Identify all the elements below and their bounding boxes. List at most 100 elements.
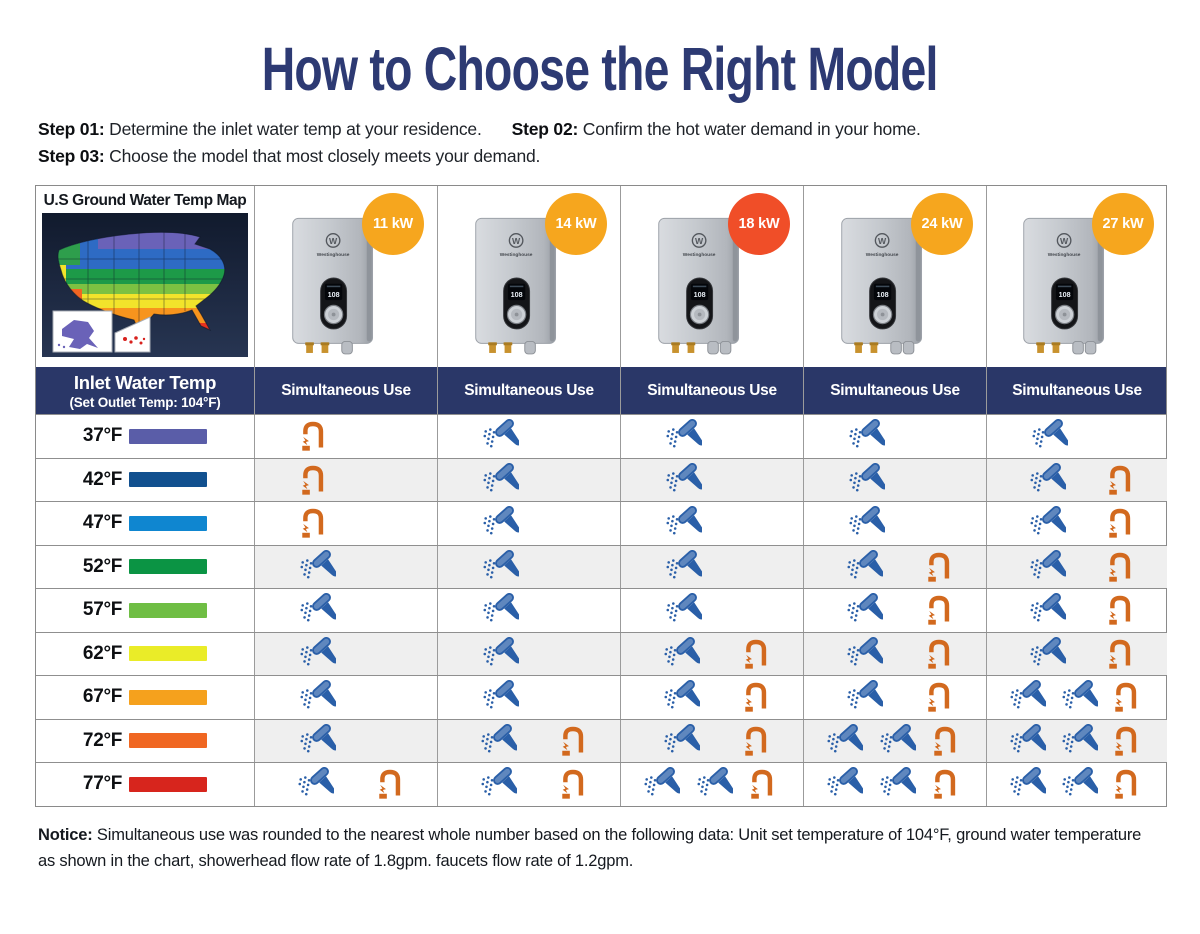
faucet-icon [751, 770, 773, 799]
faucet-icon [928, 552, 950, 582]
showerhead-icon [300, 549, 336, 579]
product-cell-11kw: W Westinghouse 108 11 kW [254, 186, 437, 367]
water-heater-14kw: W Westinghouse 108 [469, 216, 569, 368]
inlet-temp-label: 52°F [82, 555, 123, 577]
fixture-cell [254, 502, 437, 545]
svg-text:W: W [695, 236, 704, 246]
water-heater-24kw: W Westinghouse 108 [835, 216, 935, 368]
fixture-cell [254, 719, 437, 762]
fixture-cell [254, 589, 437, 632]
fixture-cell [437, 763, 620, 806]
faucet-icon [934, 726, 956, 756]
inlet-temp-label: 62°F [82, 642, 123, 664]
faucet-icon [1109, 552, 1131, 582]
inlet-temp-cell: 77°F [36, 763, 254, 806]
fixture-cell [254, 458, 437, 501]
temp-color-swatch [129, 428, 208, 444]
faucet-icon [745, 726, 767, 756]
fixture-cell [254, 763, 437, 806]
showerhead-icon [483, 506, 519, 535]
showerhead-icon [666, 419, 702, 448]
water-heater-image: W Westinghouse 108 [841, 217, 923, 355]
fixture-cell [620, 458, 803, 501]
svg-text:Westinghouse: Westinghouse [683, 252, 716, 258]
temp-color-swatch [129, 776, 208, 792]
faucet-icon [302, 422, 324, 451]
temp-row-67: 67°F [36, 675, 1166, 719]
temp-color-swatch [129, 646, 208, 662]
showerhead-icon [847, 593, 883, 622]
inlet-temp-cell: 47°F [36, 502, 254, 545]
svg-text:W: W [329, 236, 338, 246]
inlet-temp-label: 37°F [82, 425, 123, 447]
temp-row-52: 52°F [36, 544, 1167, 588]
product-cell-24kw: W Westinghouse 108 24 kW [803, 186, 986, 367]
showerhead-icon [483, 462, 519, 492]
temp-row-72: 72°F [36, 718, 1167, 762]
svg-text:Westinghouse: Westinghouse [1048, 252, 1081, 258]
step-02-label: Step 02: [511, 119, 579, 139]
simultaneous-use-header: Simultaneous Use [803, 367, 986, 414]
showerhead-icon [483, 593, 519, 622]
fixture-cell [437, 458, 620, 501]
fixture-cell [437, 719, 620, 762]
ground-water-temp-map-cell: U.S Ground Water Temp Map [36, 186, 254, 367]
fixture-cell [620, 676, 803, 719]
inlet-header-line2: (Set Outlet Temp: 104°F) [69, 394, 221, 410]
water-heater-image: W Westinghouse 108 [292, 217, 374, 355]
showerhead-icon [847, 636, 883, 666]
svg-text:W: W [512, 236, 521, 246]
showerhead-icon [666, 549, 702, 579]
temp-row-37: 37°F [36, 414, 1166, 458]
temp-color-swatch [129, 559, 208, 575]
inlet-temp-cell: 57°F [36, 589, 254, 632]
showerhead-icon [1030, 462, 1066, 492]
simultaneous-use-header: Simultaneous Use [620, 367, 803, 414]
temp-color-swatch [129, 602, 208, 618]
fixture-cell [986, 502, 1167, 545]
notice-label: Notice: [38, 825, 93, 844]
fixture-cell [254, 545, 437, 588]
faucet-icon [1115, 770, 1137, 799]
svg-text:Westinghouse: Westinghouse [317, 252, 350, 258]
fixture-cell [620, 763, 803, 806]
step-01-text: Determine the inlet water temp at your r… [109, 119, 482, 139]
page-title: How to Choose the Right Model [262, 35, 939, 103]
showerhead-icon [481, 723, 517, 753]
step-03: Step 03: Choose the model that most clos… [38, 146, 540, 166]
column-header-row: Inlet Water Temp (Set Outlet Temp: 104°F… [36, 367, 1166, 414]
temp-color-swatch [129, 515, 208, 531]
inlet-temp-label: 47°F [82, 512, 123, 534]
fixture-cell [986, 719, 1167, 762]
product-cell-18kw: W Westinghouse 108 18 kW [620, 186, 803, 367]
fixture-cell [803, 545, 986, 588]
steps-block: Step 01: Determine the inlet water temp … [38, 116, 1200, 170]
inlet-temp-label: 72°F [82, 729, 123, 751]
faucet-icon [1115, 726, 1137, 756]
simultaneous-use-header: Simultaneous Use [254, 367, 437, 414]
fixture-cell [437, 502, 620, 545]
showerhead-icon [1030, 636, 1066, 666]
svg-text:Westinghouse: Westinghouse [500, 252, 533, 258]
faucet-icon [302, 465, 324, 495]
svg-text:108: 108 [328, 290, 340, 299]
fixture-cell [803, 763, 986, 806]
temp-row-47: 47°F [36, 501, 1166, 545]
fixture-cell [986, 415, 1167, 458]
showerhead-icon [1030, 506, 1066, 535]
inlet-temp-cell: 37°F [36, 415, 254, 458]
fixture-cell [986, 545, 1167, 588]
showerhead-icon [1030, 593, 1066, 622]
fixture-cell [620, 502, 803, 545]
product-cell-14kw: W Westinghouse 108 14 kW [437, 186, 620, 367]
power-badge-11kw: 11 kW [362, 193, 424, 255]
faucet-icon [1115, 683, 1137, 712]
infographic-page: How to Choose the Right Model Step 01: D… [0, 34, 1200, 874]
showerhead-icon [483, 636, 519, 666]
showerhead-icon [664, 680, 700, 709]
fixture-cell [986, 763, 1167, 806]
showerhead-icon [300, 636, 336, 666]
fixture-cell [437, 415, 620, 458]
showerhead-icon [481, 767, 517, 796]
showerhead-icon [849, 419, 885, 448]
